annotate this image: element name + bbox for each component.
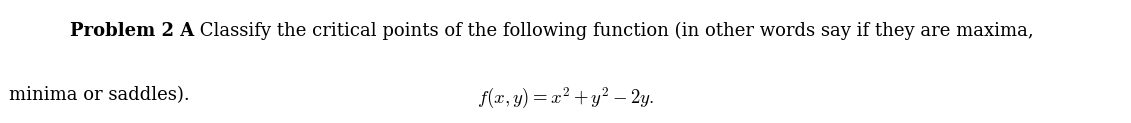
Text: Classify the critical points of the following function (in other words say if th: Classify the critical points of the foll… <box>195 22 1034 40</box>
Text: minima or saddles).: minima or saddles). <box>9 86 190 104</box>
Text: $f(x, y) = x^2 + y^2 - 2y.$: $f(x, y) = x^2 + y^2 - 2y.$ <box>477 86 654 111</box>
Text: Problem 2 A: Problem 2 A <box>70 22 195 40</box>
